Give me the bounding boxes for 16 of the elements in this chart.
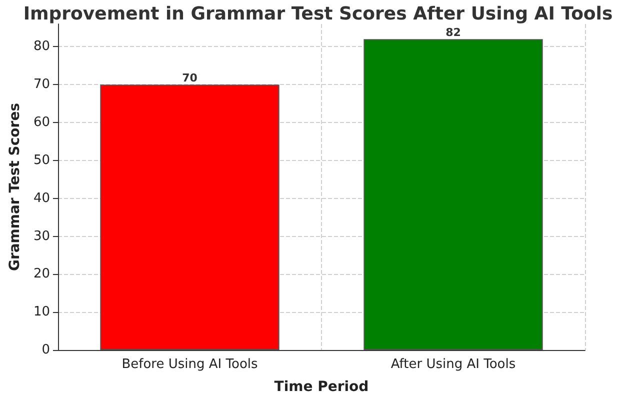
y-tick-label: 80	[33, 39, 50, 54]
y-tick-label: 10	[33, 304, 50, 320]
y-tick-label: 30	[33, 228, 50, 244]
x-tick-label: Before Using AI Tools	[122, 357, 258, 372]
data-label: 82	[446, 26, 461, 40]
x-axis-title: Time Period	[274, 379, 369, 395]
data-label: 70	[182, 72, 198, 85]
x-tick-label: After Using AI Tools	[390, 357, 516, 372]
y-axis-title: Grammar Test Scores	[7, 102, 23, 272]
y-tick-label: 20	[33, 266, 50, 282]
y-tick-label: 50	[33, 152, 50, 168]
y-tick-label: 0	[42, 342, 50, 358]
y-tick-label: 70	[33, 77, 50, 92]
y-tick-label: 60	[33, 115, 50, 130]
y-tick-label: 40	[33, 190, 50, 206]
chart-title: Improvement in Grammar Test Scores After Using AI Tools	[23, 4, 613, 24]
